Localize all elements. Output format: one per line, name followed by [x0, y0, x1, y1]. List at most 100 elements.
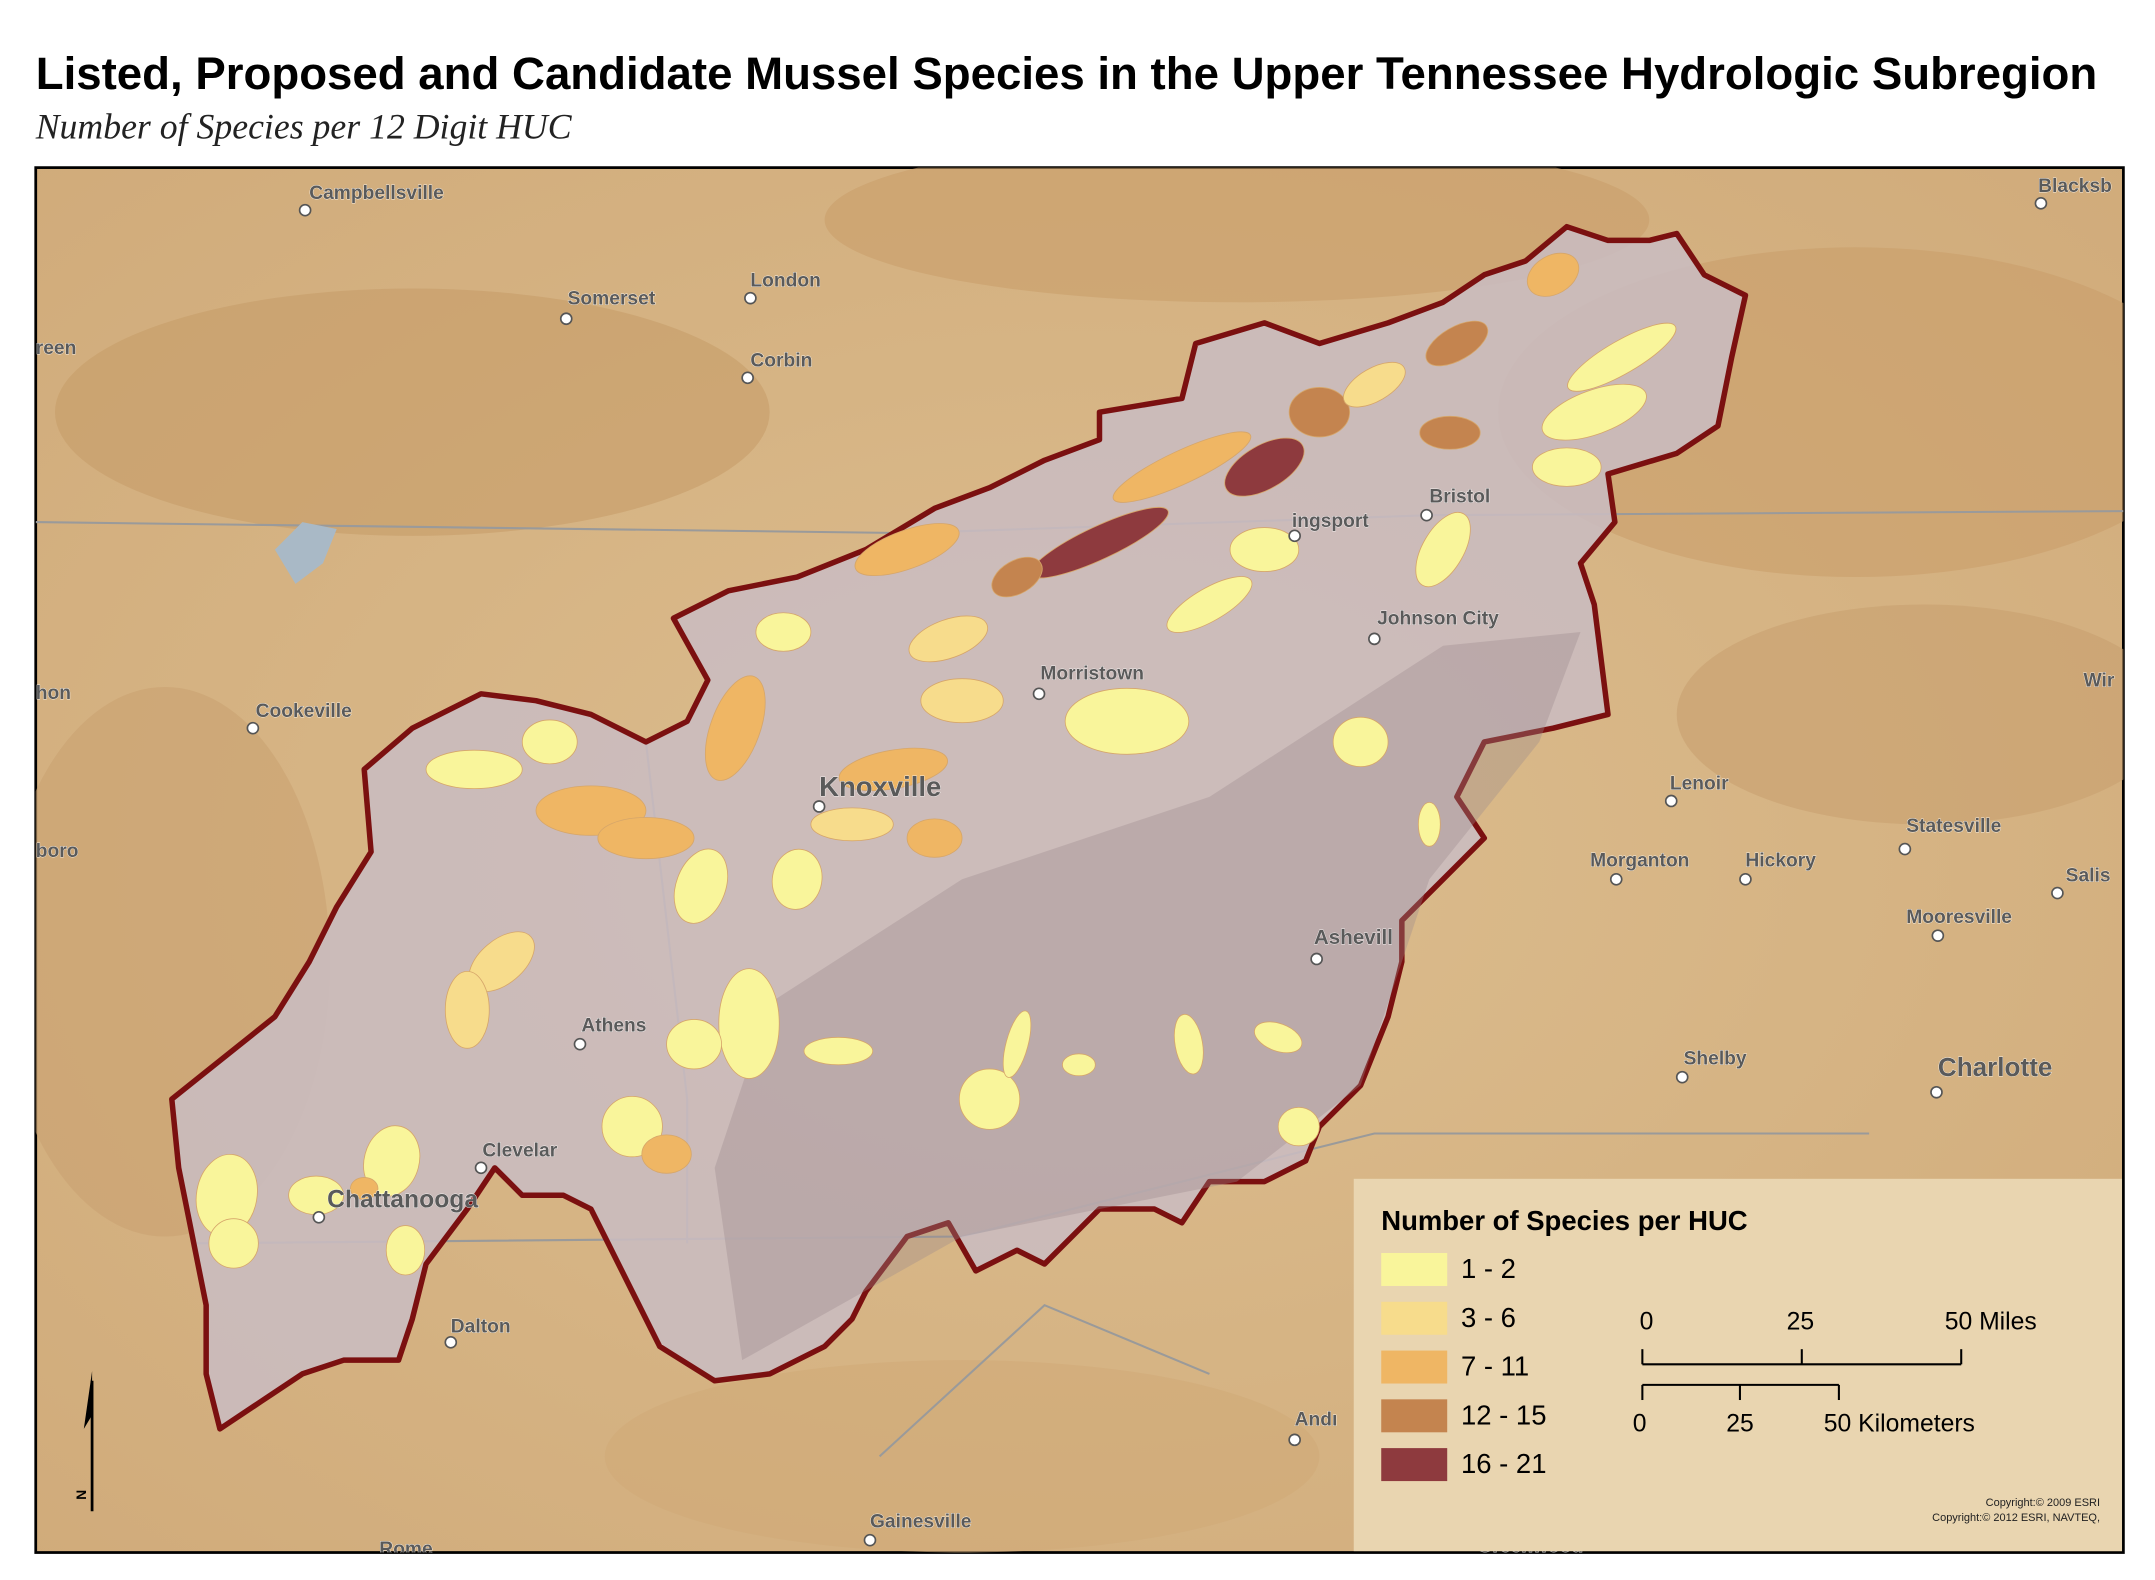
huc-area — [854, 523, 960, 577]
legend-swatch — [1381, 1448, 1448, 1482]
huc-area — [991, 556, 1043, 598]
north-label: N — [74, 1490, 89, 1500]
huc-area — [908, 615, 989, 663]
huc-area — [906, 818, 963, 858]
city-label: Shelby — [1684, 1048, 1747, 1069]
huc-area — [718, 968, 780, 1079]
city-label: Hickory — [1745, 851, 1816, 872]
scale-label: 0 — [1633, 1410, 1647, 1437]
huc-area — [444, 970, 490, 1049]
city-label: ingsport — [1292, 511, 1369, 532]
huc-area — [755, 612, 812, 652]
legend-swatch — [1381, 1399, 1448, 1433]
city-label: reen — [36, 338, 77, 359]
huc-area — [521, 719, 578, 765]
huc-area — [771, 848, 823, 910]
relief — [824, 167, 1650, 303]
huc-area — [1541, 383, 1647, 441]
city-marker — [573, 1037, 587, 1051]
city-label: London — [750, 271, 820, 292]
city-label: boro — [36, 841, 79, 862]
huc-area — [1064, 687, 1190, 755]
huc-area — [1166, 576, 1253, 633]
city-label: Andı — [1295, 1410, 1338, 1431]
city-marker — [1368, 632, 1381, 646]
huc-area — [208, 1218, 259, 1269]
scale-label: 0 — [1640, 1309, 1654, 1336]
city-marker — [1664, 794, 1678, 808]
huc-area — [803, 1036, 874, 1066]
city-marker — [1931, 929, 1945, 942]
city-marker — [741, 371, 754, 385]
huc-area — [363, 1125, 421, 1197]
huc-area — [641, 1134, 692, 1174]
legend-label: 3 - 6 — [1461, 1302, 1516, 1333]
city-label: Mooresville — [1906, 907, 2012, 928]
city-marker — [474, 1161, 488, 1175]
city-marker — [246, 721, 260, 735]
huc-area — [1061, 1053, 1096, 1077]
city-label: Bristol — [1429, 486, 1490, 507]
relief — [54, 288, 770, 536]
huc-area — [1417, 801, 1441, 847]
huc-area — [1277, 1106, 1320, 1147]
city-marker — [1288, 529, 1301, 543]
city-label: Wir — [2084, 671, 2115, 692]
city-marker — [1739, 872, 1752, 886]
lake — [274, 522, 337, 584]
huc-area — [1526, 252, 1580, 297]
city-marker — [863, 1533, 877, 1547]
huc-area — [704, 675, 766, 781]
legend-swatch — [1381, 1301, 1448, 1335]
city-label: Chattanooga — [327, 1186, 478, 1213]
city-label: Athens — [581, 1015, 646, 1036]
huc-area — [1254, 1021, 1303, 1054]
city-label: hon — [36, 683, 71, 704]
huc-area — [1343, 361, 1406, 408]
huc-area — [1567, 322, 1677, 392]
state-boundary — [878, 1304, 1210, 1458]
huc-area — [350, 1177, 379, 1200]
city-marker — [298, 203, 312, 217]
city-label: Charlotte — [1938, 1052, 2053, 1082]
huc-area — [1425, 320, 1489, 367]
huc-area — [1173, 1013, 1204, 1075]
city-marker — [1609, 872, 1623, 886]
city-label: Johnson City — [1377, 609, 1499, 630]
city-label: Clevelar — [482, 1140, 557, 1161]
huc-area — [1002, 1010, 1032, 1078]
legend-label: 12 - 15 — [1461, 1399, 1547, 1430]
city-label: Rome — [379, 1539, 433, 1560]
terrain: Campbellsville Somerset London Corbin reen Co… — [35, 167, 2124, 1560]
city-marker — [1930, 1085, 1943, 1099]
city-marker — [1310, 952, 1323, 966]
city-label: Somerset — [568, 289, 656, 310]
legend-swatch — [1381, 1350, 1448, 1384]
huc-area — [1288, 387, 1351, 438]
city-label: Salis — [2066, 866, 2111, 887]
city-marker — [744, 291, 757, 305]
city-marker — [2051, 886, 2064, 900]
city-label: Blacksb — [2038, 176, 2112, 197]
huc-area — [920, 678, 1004, 724]
city-label: Cookeville — [256, 701, 352, 722]
city-marker — [1288, 1433, 1301, 1447]
legend-label: 7 - 11 — [1461, 1351, 1529, 1382]
mountain-shade — [714, 632, 1581, 1361]
city-label: Statesville — [1906, 816, 2001, 837]
city-marker — [812, 800, 826, 813]
huc-area — [425, 749, 523, 790]
city-marker — [2034, 197, 2048, 210]
map-layers: Campbellsville Somerset London Corbin reen Co… — [35, 167, 2124, 1560]
map-title: Listed, Proposed and Candidate Mussel Sp… — [36, 48, 2098, 99]
scale-label: 50 Kilometers — [1824, 1410, 1975, 1437]
huc-area — [385, 1225, 426, 1276]
city-marker — [1898, 842, 1912, 856]
huc-area — [1332, 716, 1389, 768]
city-marker — [559, 312, 573, 326]
huc-area — [1229, 527, 1300, 572]
huc-area — [1112, 431, 1252, 503]
map-subtitle: Number of Species per 12 Digit HUC — [35, 107, 573, 147]
